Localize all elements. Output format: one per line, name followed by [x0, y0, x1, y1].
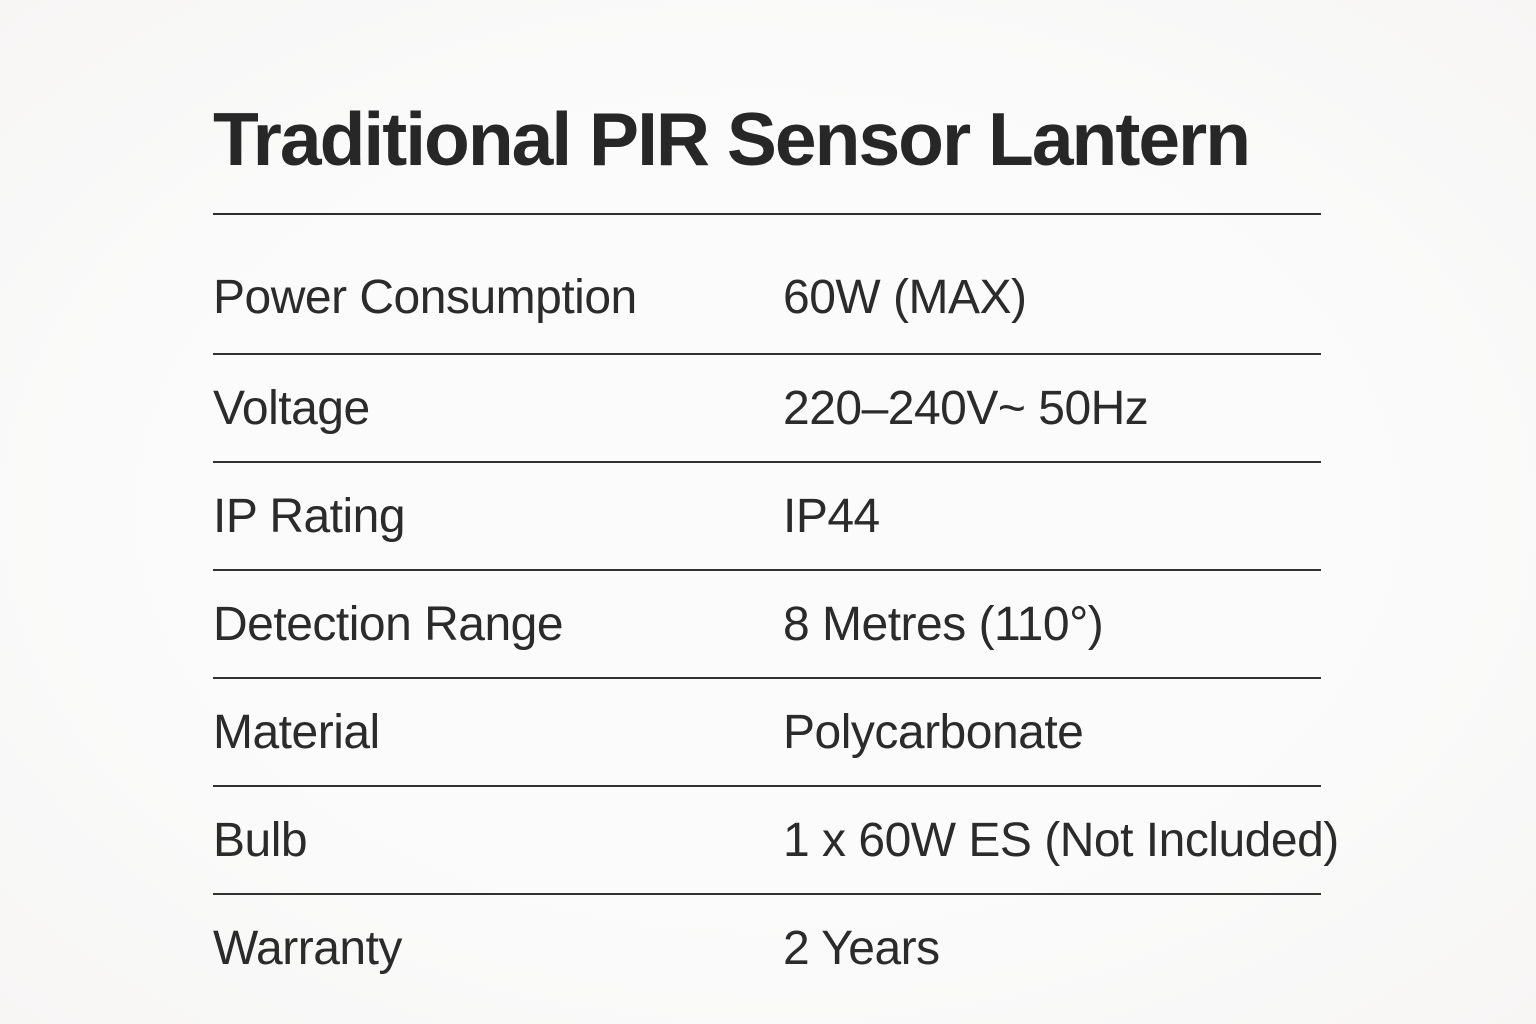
spec-row-voltage: Voltage 220–240V~ 50Hz — [213, 355, 1321, 463]
spec-row-material: Material Polycarbonate — [213, 679, 1321, 787]
spec-value: 220–240V~ 50Hz — [783, 381, 1149, 435]
spec-value: 8 Metres (110°) — [783, 597, 1104, 651]
spec-value: 1 x 60W ES (Not Included) — [783, 813, 1339, 867]
spec-table: Power Consumption 60W (MAX) Voltage 220–… — [213, 215, 1339, 1001]
spec-row-ip-rating: IP Rating IP44 — [213, 463, 1321, 571]
spec-value: 2 Years — [783, 921, 940, 975]
spec-row-detection-range: Detection Range 8 Metres (110°) — [213, 571, 1321, 679]
spec-label: Bulb — [213, 813, 308, 867]
spec-value: 60W (MAX) — [783, 270, 1027, 324]
spec-sheet: Traditional PIR Sensor Lantern Power Con… — [213, 97, 1339, 1001]
page-title: Traditional PIR Sensor Lantern — [213, 97, 1251, 181]
spec-label: Voltage — [213, 381, 370, 435]
spec-label: IP Rating — [213, 489, 406, 543]
spec-value: Polycarbonate — [783, 705, 1084, 759]
spec-label: Warranty — [213, 921, 402, 975]
spec-content: Traditional PIR Sensor Lantern Power Con… — [213, 97, 1339, 1001]
spec-row-bulb: Bulb 1 x 60W ES (Not Included) — [213, 787, 1339, 895]
spec-row-warranty: Warranty 2 Years — [213, 895, 1321, 1001]
spec-label: Detection Range — [213, 597, 564, 651]
spec-label: Material — [213, 705, 380, 759]
spec-label: Power Consumption — [213, 270, 637, 324]
spec-value: IP44 — [783, 489, 880, 543]
spec-row-power-consumption: Power Consumption 60W (MAX) — [213, 215, 1321, 355]
title-divider — [213, 213, 1321, 215]
